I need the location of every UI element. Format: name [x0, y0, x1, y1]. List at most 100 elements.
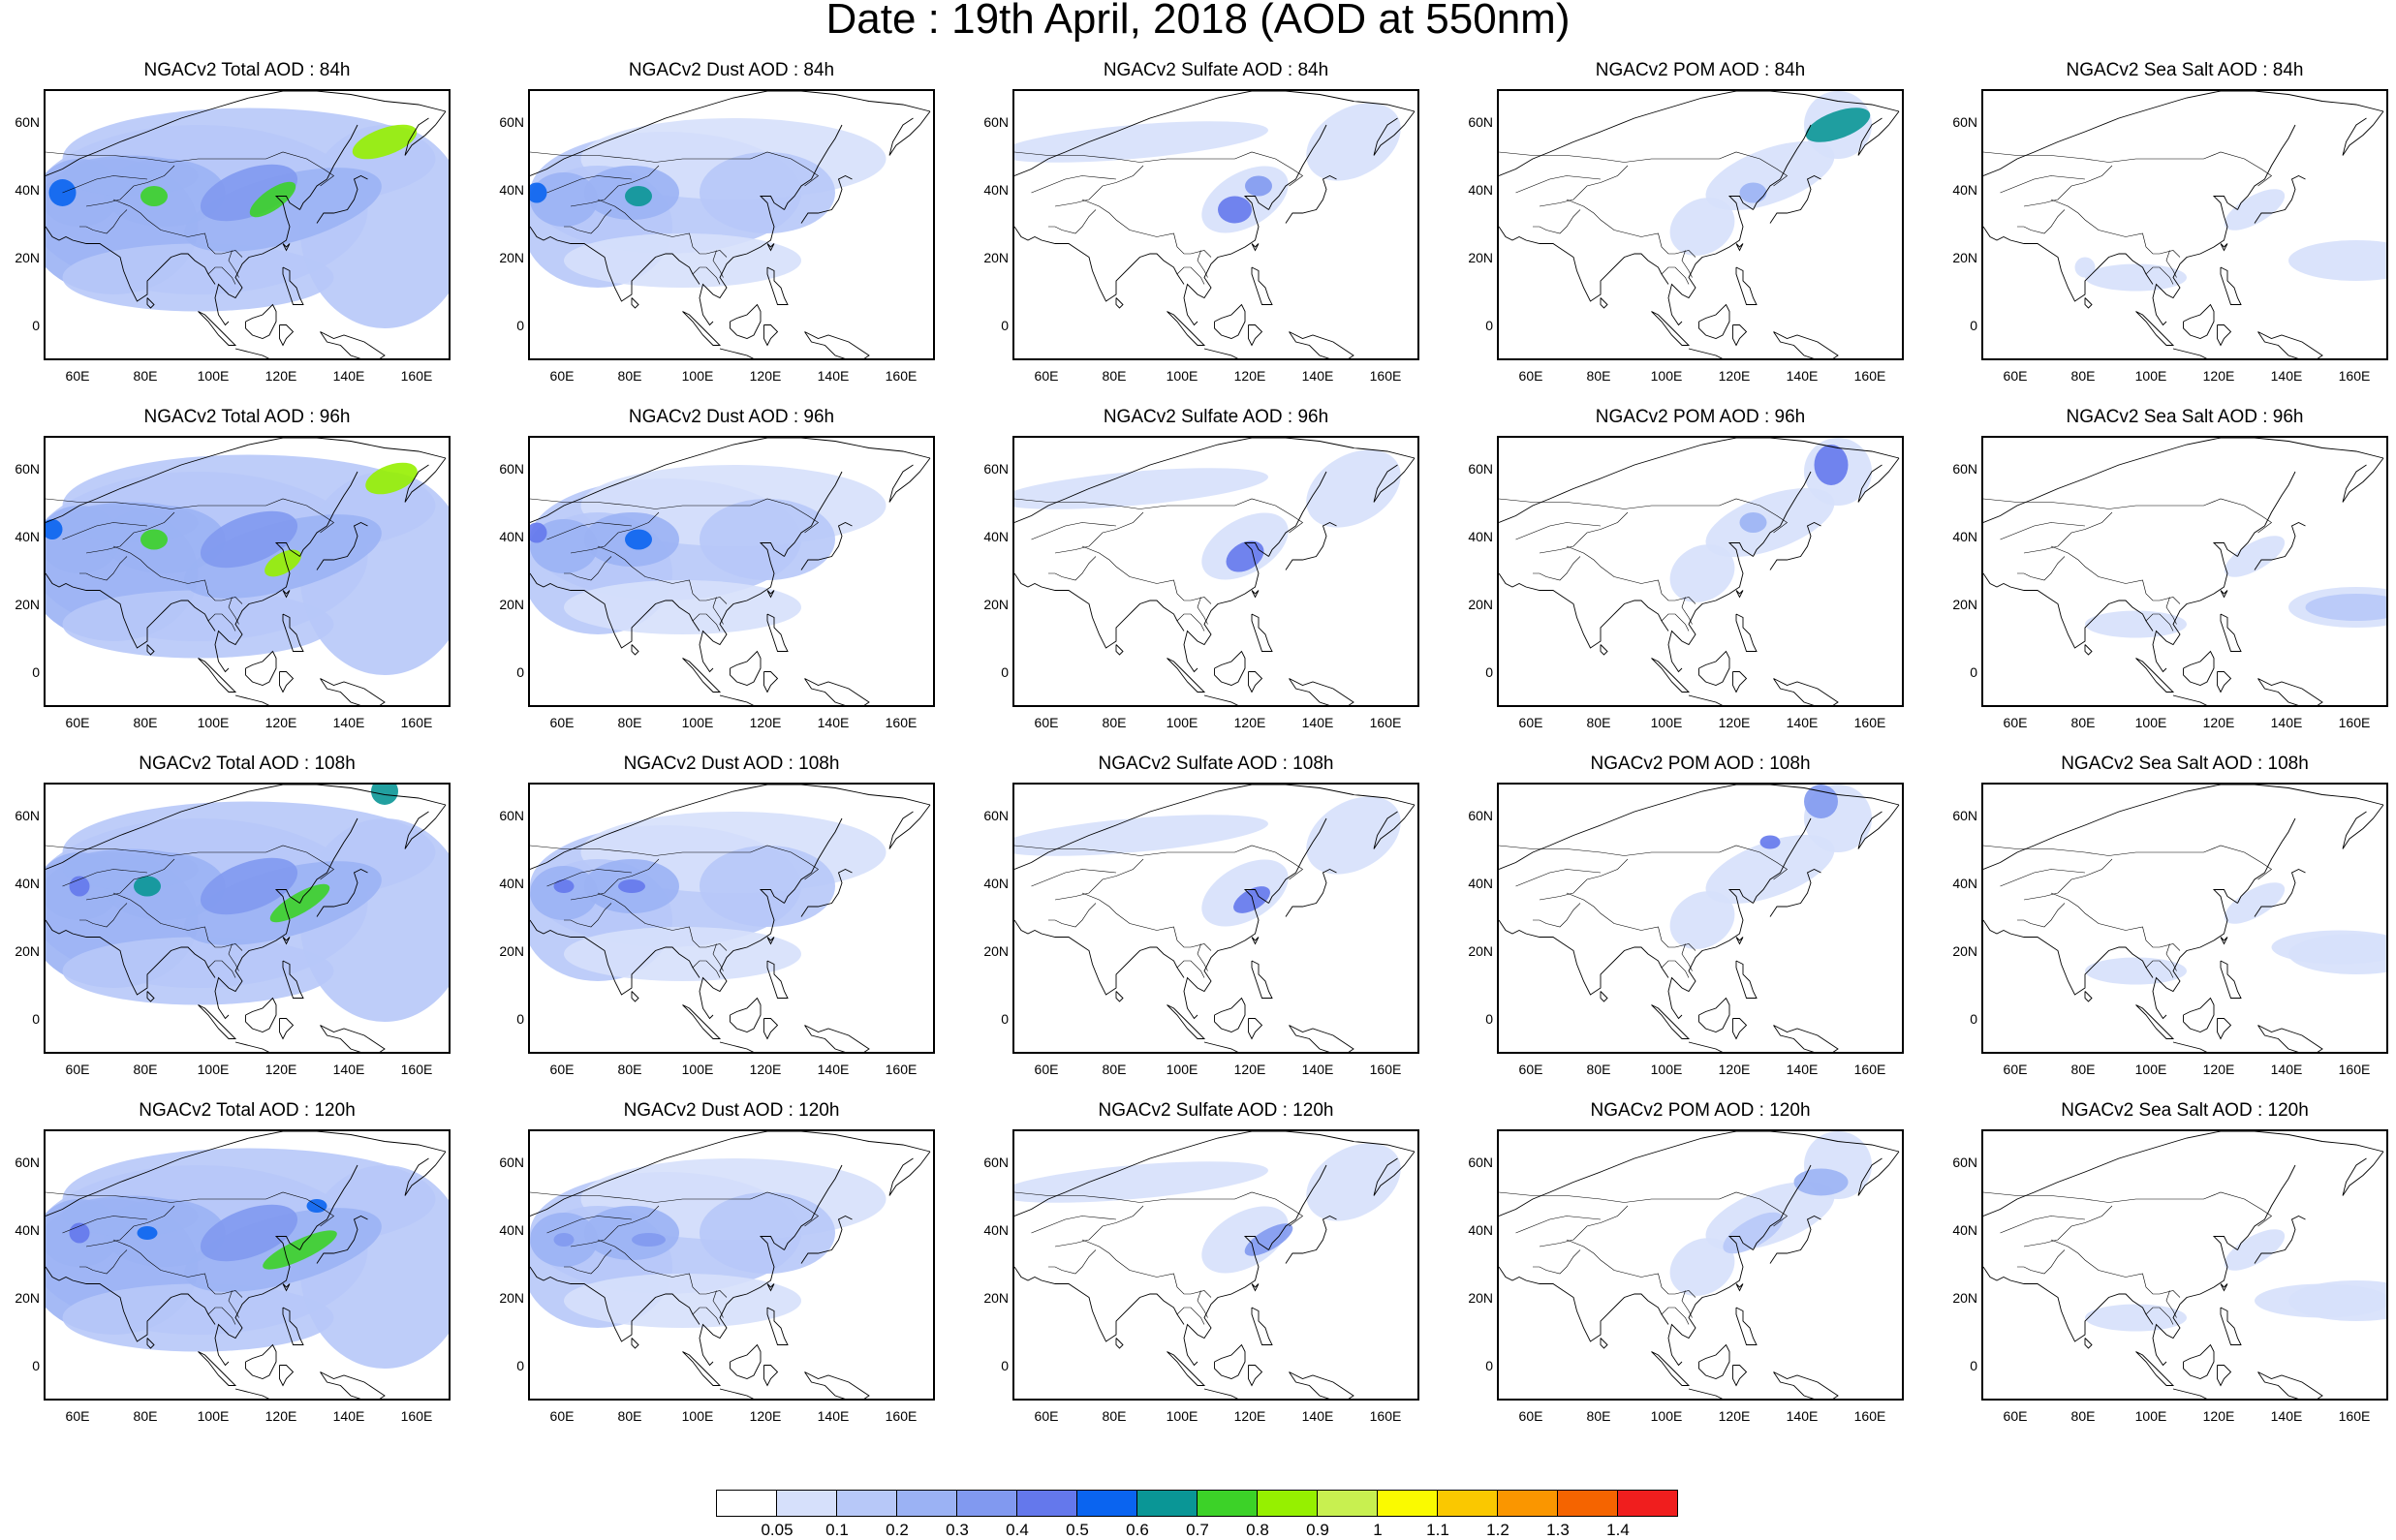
lon-tick-label: 160E [2338, 1062, 2371, 1077]
lon-tick-label: 80E [2070, 1062, 2096, 1077]
coastline [1373, 804, 1416, 849]
aod-cell [530, 172, 598, 227]
coastline [1014, 91, 1416, 176]
lon-tick-label: 100E [681, 1408, 714, 1424]
aod-cell [2085, 610, 2187, 638]
country-border [46, 1191, 335, 1227]
coastline [320, 1371, 386, 1399]
coastline [1248, 324, 1263, 347]
lat-tick-label: 40N [1468, 182, 1493, 198]
coastline [2135, 1351, 2175, 1386]
lon-tick-label: 80E [133, 715, 158, 730]
map-panel: NGACv2 Sea Salt AOD : 96h 60N 40N 20N 0 60E 80… [1952, 407, 2388, 746]
panel-title: NGACv2 Total AOD : 84h [143, 60, 351, 80]
coastline [1983, 1131, 2384, 1217]
country-border [712, 597, 724, 625]
lat-tick-label: 0 [1485, 1011, 1493, 1027]
coastline [888, 110, 931, 156]
coastline [1167, 658, 1206, 693]
lat-tick-label: 0 [1001, 1011, 1009, 1027]
coastline [2152, 542, 2238, 673]
coastline [198, 1004, 237, 1039]
coastline [2257, 331, 2323, 358]
country-border [564, 556, 612, 581]
coastline [299, 817, 358, 904]
coastline [1735, 613, 1758, 652]
country-border [1515, 1216, 1602, 1234]
aod-cell [1793, 1168, 1849, 1196]
country-border [597, 1239, 728, 1298]
coastline [245, 303, 277, 339]
country-border [1539, 511, 1629, 554]
country-border [564, 903, 612, 928]
lon-tick-label: 140E [1301, 1408, 1334, 1424]
coastline [699, 1236, 785, 1367]
lon-tick-label: 120E [1233, 368, 1266, 384]
lat-tick-label: 60N [983, 1155, 1009, 1170]
lat-tick-label: 40N [1468, 876, 1493, 891]
coastline [404, 1151, 447, 1196]
aod-field [46, 91, 449, 358]
lat-tick-label: 40N [983, 529, 1009, 544]
country-border [2165, 250, 2177, 278]
coastline [1014, 1266, 1185, 1342]
coastline [1773, 1025, 1839, 1052]
coastline [699, 542, 785, 673]
country-border [1566, 1239, 1696, 1298]
map-panel: NGACv2 Dust AOD : 84h 60N 40N 20N 0 60E 80E 100… [499, 60, 935, 399]
map-panel: NGACv2 Sulfate AOD : 84h 60N 40N 20N 0 60E 80E… [983, 60, 1419, 399]
panel-title: NGACv2 Dust AOD : 108h [623, 754, 840, 774]
lon-tick-label: 100E [681, 1062, 714, 1077]
coastline [245, 997, 277, 1032]
coastline [198, 1351, 237, 1386]
coastline [888, 1151, 931, 1196]
aod-cell [62, 243, 334, 312]
aod-cell [553, 879, 575, 893]
aod-field [1983, 91, 2386, 358]
coastline [46, 1131, 447, 1217]
coastline [146, 991, 155, 1002]
lat-tick-label: 40N [15, 1222, 40, 1238]
aod-cell [530, 182, 547, 203]
country-border [2145, 266, 2174, 285]
aod-cell [62, 1195, 199, 1237]
coastline [1214, 303, 1246, 339]
country-border [62, 1216, 148, 1234]
colorbar-label: 0.9 [1306, 1521, 1329, 1539]
country-border [530, 1191, 820, 1227]
coastline [2183, 997, 2215, 1032]
country-border [112, 199, 243, 258]
aod-cell [137, 1226, 158, 1240]
country-border [1197, 250, 1208, 278]
country-border [1081, 1239, 1212, 1298]
aod-cell [700, 499, 835, 580]
lon-tick-label: 80E [1102, 715, 1127, 730]
coastline [800, 868, 853, 917]
coastline [279, 1018, 295, 1040]
lon-tick-label: 60E [2003, 1408, 2028, 1424]
country-border [228, 1290, 239, 1318]
panel-title: NGACv2 Sea Salt AOD : 120h [2061, 1100, 2309, 1121]
coastline [1983, 919, 2154, 996]
coastline [1115, 1338, 1124, 1349]
lat-tick-label: 20N [1468, 597, 1493, 612]
colorbar-label: 1.1 [1426, 1521, 1449, 1539]
coastline [2084, 297, 2093, 309]
aod-cell [200, 857, 298, 915]
colorbar-swatch [1016, 1490, 1077, 1517]
coastline [2220, 1307, 2242, 1345]
coastline [719, 1388, 755, 1399]
aod-cell [1306, 796, 1401, 875]
coastline [299, 1164, 358, 1250]
map-panel: NGACv2 Total AOD : 84h 60N 40N 20N 0 60E 80E 10… [15, 60, 451, 399]
lat-tick-label: 40N [983, 876, 1009, 891]
lat-tick-label: 40N [15, 182, 40, 198]
colorbar-swatch [1437, 1490, 1498, 1517]
lat-tick-label: 20N [499, 1290, 524, 1306]
coastline [763, 1365, 779, 1387]
aod-cell [1669, 1238, 1735, 1296]
lat-tick-label: 40N [1468, 1222, 1493, 1238]
lon-tick-label: 80E [2070, 715, 2096, 730]
aod-cell [140, 529, 168, 550]
coastline [2217, 1365, 2232, 1387]
